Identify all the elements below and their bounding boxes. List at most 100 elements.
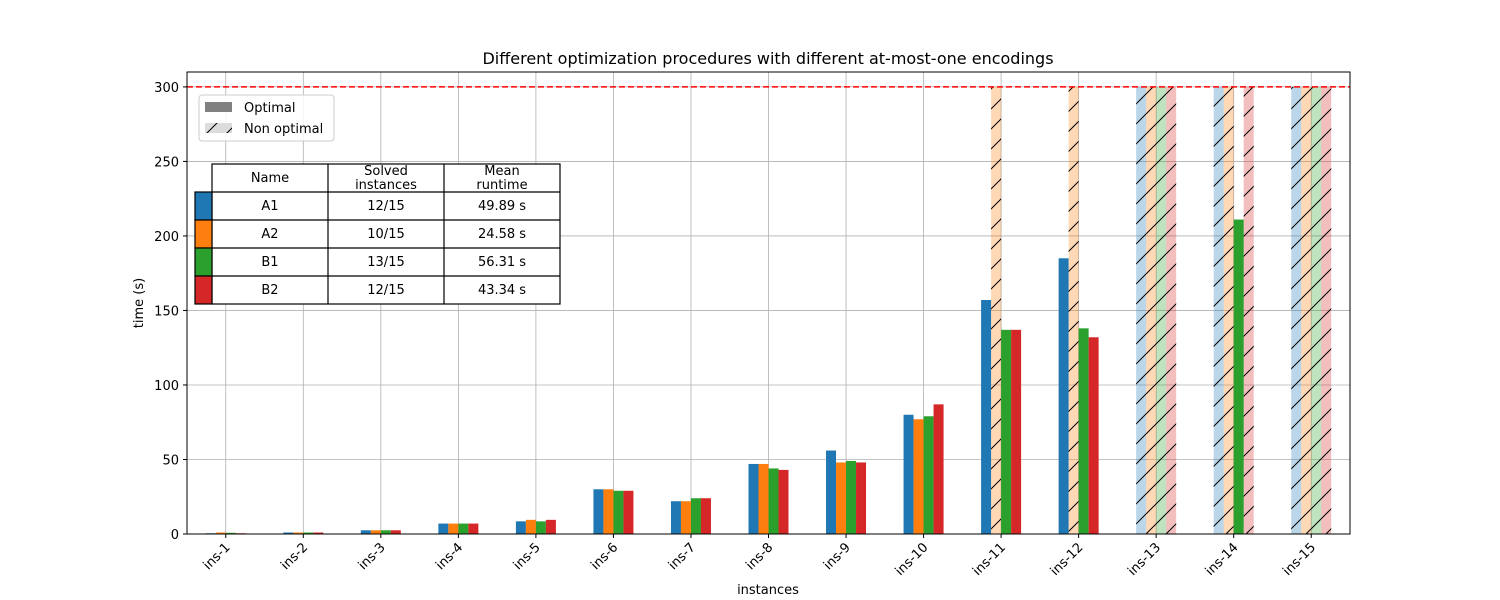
bar-b2 xyxy=(778,469,789,534)
table-color-swatch xyxy=(194,247,213,277)
bar-a2 xyxy=(215,532,226,534)
table-cell: 43.34 s xyxy=(478,283,526,298)
bar-b2 xyxy=(933,404,944,534)
table-color-swatch xyxy=(194,219,213,249)
bar-b2 xyxy=(313,532,324,534)
bar-hatch xyxy=(1136,86,1147,534)
x-tick-label: ins-6 xyxy=(588,540,621,573)
bar-b2 xyxy=(390,530,401,534)
table-cell: 24.58 s xyxy=(478,227,526,242)
bar-a1 xyxy=(903,414,914,534)
bar-b1 xyxy=(846,460,857,534)
x-tick-label: ins-4 xyxy=(433,540,466,573)
bar-a1 xyxy=(360,530,371,534)
bar-hatch xyxy=(1243,86,1254,534)
bar-hatch xyxy=(991,86,1002,534)
legend-box xyxy=(198,94,335,142)
bar-b1 xyxy=(380,530,391,534)
y-tick-label: 150 xyxy=(154,304,179,319)
bar-b2 xyxy=(468,523,479,534)
bar-b2 xyxy=(1011,329,1022,534)
bar-a2 xyxy=(448,523,459,534)
bar-a2 xyxy=(680,501,691,534)
x-axis-label: instances xyxy=(737,583,799,598)
bar-hatch xyxy=(1146,86,1157,534)
table-header: instances xyxy=(355,178,417,193)
bar-b2 xyxy=(545,519,556,534)
bar-b1 xyxy=(1001,329,1012,534)
x-axis-ticks: ins-1 ins-2 ins-3 ins-4 ins-5 ins-6 ins-7 ins-8… xyxy=(201,534,1319,579)
table-header: runtime xyxy=(476,178,527,193)
bar-a1 xyxy=(670,501,681,534)
y-axis-label: time (s) xyxy=(132,278,147,328)
bar-b2 xyxy=(856,462,867,534)
table-header: Solved xyxy=(364,164,408,179)
table-cell: 49.89 s xyxy=(478,199,526,214)
bar-a2 xyxy=(836,462,847,534)
bar-a2 xyxy=(370,530,381,534)
bar-a2 xyxy=(293,532,304,534)
y-tick-label: 0 xyxy=(171,528,179,543)
x-tick-label: ins-5 xyxy=(511,540,544,573)
bar-b2 xyxy=(623,490,634,534)
bar-hatch xyxy=(1321,86,1332,534)
bar-a1 xyxy=(593,489,604,534)
bar-b2 xyxy=(700,498,711,534)
x-tick-label: ins-7 xyxy=(666,540,699,573)
bar-hatch xyxy=(1311,86,1322,534)
bar-hatch xyxy=(1223,86,1234,534)
x-tick-label: ins-13 xyxy=(1125,540,1164,579)
table-color-swatch xyxy=(194,191,213,221)
bar-a1 xyxy=(826,450,837,534)
bar-a1 xyxy=(981,300,992,534)
x-tick-label: ins-2 xyxy=(278,540,311,573)
bar-a2 xyxy=(603,489,614,534)
bar-hatch xyxy=(1166,86,1177,534)
legend-label: Optimal xyxy=(244,101,295,116)
x-tick-label: ins-10 xyxy=(893,540,932,579)
bar-b2 xyxy=(1088,337,1099,534)
chart-title: Different optimization procedures with d… xyxy=(482,49,1053,68)
table-cell: 13/15 xyxy=(367,255,404,270)
bar-hatch xyxy=(1156,86,1167,534)
bar-a1 xyxy=(283,532,294,534)
x-tick-label: ins-12 xyxy=(1048,540,1087,579)
bar-b1 xyxy=(690,498,701,534)
y-tick-label: 200 xyxy=(154,230,179,245)
table-cell: 56.31 s xyxy=(478,255,526,270)
table-cell: 10/15 xyxy=(367,227,404,242)
y-axis-ticks: 0 50 100 150 200 250 300 xyxy=(154,81,187,543)
table-cell: B2 xyxy=(261,283,278,298)
bar-b1 xyxy=(535,521,546,534)
x-tick-label: ins-3 xyxy=(356,540,389,573)
y-tick-label: 50 xyxy=(162,453,179,468)
table-frame xyxy=(211,163,561,305)
bars xyxy=(205,86,1332,534)
table-cell: A2 xyxy=(261,227,278,242)
x-tick-label: ins-8 xyxy=(743,540,776,573)
y-tick-label: 250 xyxy=(154,155,179,170)
bar-a2 xyxy=(913,419,924,534)
x-tick-label: ins-15 xyxy=(1280,540,1319,579)
x-tick-label: ins-11 xyxy=(970,540,1009,579)
bar-hatch xyxy=(1291,86,1302,534)
y-tick-label: 100 xyxy=(154,379,179,394)
y-tick-label: 300 xyxy=(154,81,179,96)
bar-b1 xyxy=(923,416,934,534)
legend: Optimal Non optimal xyxy=(198,94,335,142)
table-color-swatch xyxy=(194,275,213,305)
table-cell: 12/15 xyxy=(367,199,404,214)
bar-b1 xyxy=(613,490,624,534)
bar-a2 xyxy=(758,463,769,534)
legend-swatch-optimal xyxy=(205,102,232,112)
x-tick-label: ins-9 xyxy=(821,540,854,573)
bar-hatch xyxy=(1213,86,1224,534)
bar-hatch xyxy=(1301,86,1312,534)
bar-b1 xyxy=(225,532,236,534)
bar-a2 xyxy=(525,519,536,534)
bar-a1 xyxy=(1058,258,1069,534)
bar-b1 xyxy=(458,523,469,534)
table-cell: 12/15 xyxy=(367,283,404,298)
bar-a1 xyxy=(438,523,449,534)
